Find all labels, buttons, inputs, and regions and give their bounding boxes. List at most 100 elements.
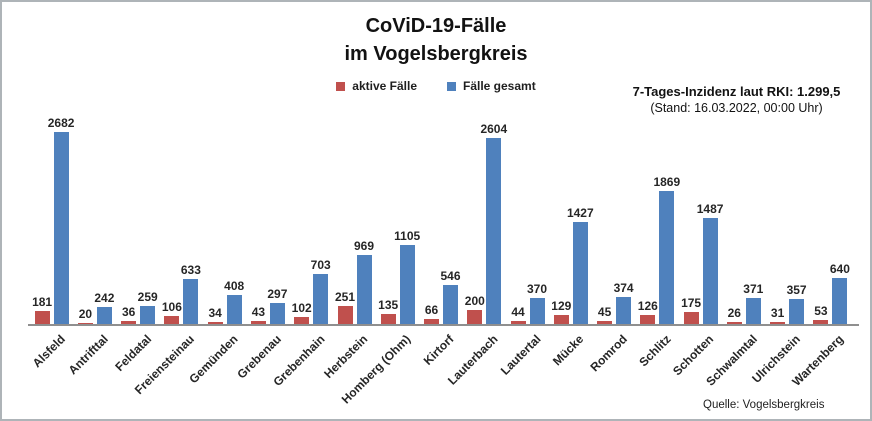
legend-item-faelle-gesamt: Fälle gesamt xyxy=(447,79,536,93)
data-label-fälle-gesamt-mücke: 1427 xyxy=(566,206,594,221)
data-label-fälle-gesamt-antrifttal: 242 xyxy=(94,290,115,305)
incidence-date: (Stand: 16.03.2022, 00:00 Uhr) xyxy=(650,101,823,115)
bar-fälle-gesamt-freiensteinau xyxy=(183,278,199,324)
data-label-fälle-gesamt-romrod: 374 xyxy=(613,281,634,296)
bar-fälle-gesamt-lautertal xyxy=(529,297,545,324)
source-note: Quelle: Vogelsbergkreis xyxy=(703,399,825,411)
bar-aktive-fälle-grebenhain xyxy=(294,316,310,324)
bar-aktive-fälle-lautertal xyxy=(510,320,526,324)
data-label-fälle-gesamt-herbstein: 969 xyxy=(353,238,375,253)
bar-aktive-fälle-wartenberg xyxy=(813,320,829,324)
data-label-aktive-fälle-mücke: 129 xyxy=(551,298,572,313)
data-label-aktive-fälle-schlitz: 126 xyxy=(637,299,658,313)
incidence-value: 7-Tages-Inzidenz laut RKI: 1.299,5 xyxy=(632,84,841,99)
bar-aktive-fälle-homberg-ohm- xyxy=(380,314,396,324)
bar-fälle-gesamt-lauterbach xyxy=(486,138,502,324)
x-axis-label-antrifttal: Antrifttal xyxy=(65,332,111,378)
bar-aktive-fälle-freiensteinau xyxy=(164,316,180,324)
data-label-aktive-fälle-freiensteinau: 106 xyxy=(161,300,182,315)
bar-aktive-fälle-alsfeld xyxy=(34,311,50,324)
bar-fälle-gesamt-alsfeld xyxy=(53,132,69,324)
bar-fälle-gesamt-feldatal xyxy=(140,305,156,324)
x-axis-label-romrod: Romrod xyxy=(587,332,631,375)
bar-fälle-gesamt-grebenau xyxy=(269,302,285,324)
bar-aktive-fälle-feldatal xyxy=(121,321,137,324)
data-label-aktive-fälle-feldatal: 36 xyxy=(122,305,136,320)
data-label-aktive-fälle-schotten: 175 xyxy=(681,295,702,310)
data-label-fälle-gesamt-lauterbach: 2604 xyxy=(480,122,508,136)
bar-aktive-fälle-kirtorf xyxy=(424,319,439,324)
data-label-aktive-fälle-antrifttal: 20 xyxy=(78,306,93,321)
data-label-aktive-fälle-schwalmtal: 26 xyxy=(727,306,741,321)
bar-fälle-gesamt-antrifttal xyxy=(96,306,112,324)
data-label-aktive-fälle-gemünden: 34 xyxy=(208,305,222,320)
data-label-aktive-fälle-ulrichstein: 31 xyxy=(770,305,785,320)
chart-title-line2: im Vogelsbergkreis xyxy=(344,43,528,65)
bar-aktive-fälle-romrod xyxy=(597,320,613,324)
data-label-fälle-gesamt-feldatal: 259 xyxy=(137,289,158,304)
bar-aktive-fälle-ulrichstein xyxy=(770,321,786,324)
data-label-fälle-gesamt-schwalmtal: 371 xyxy=(743,281,764,296)
bar-aktive-fälle-schlitz xyxy=(640,315,656,324)
x-axis-label-lautertal: Lautertal xyxy=(497,332,544,378)
bar-fälle-gesamt-wartenberg xyxy=(832,278,848,324)
data-label-aktive-fälle-romrod: 45 xyxy=(597,304,612,319)
legend-label-faelle-gesamt: Fälle gesamt xyxy=(463,79,536,93)
bar-fälle-gesamt-romrod xyxy=(616,297,632,324)
data-label-aktive-fälle-wartenberg: 53 xyxy=(814,304,828,319)
bar-fälle-gesamt-kirtorf xyxy=(443,285,458,324)
bar-fälle-gesamt-herbstein xyxy=(356,254,372,324)
bar-fälle-gesamt-schwalmtal xyxy=(745,297,761,324)
bar-fälle-gesamt-schotten xyxy=(702,217,718,324)
legend-swatch-aktive-faelle-icon xyxy=(336,81,346,91)
bar-aktive-fälle-lauterbach xyxy=(467,309,483,324)
data-label-aktive-fälle-alsfeld: 181 xyxy=(32,295,53,310)
bar-fälle-gesamt-mücke xyxy=(572,222,588,324)
x-axis-label-mücke: Mücke xyxy=(550,332,587,369)
bar-fälle-gesamt-grebenhain xyxy=(313,273,329,324)
incidence-annotation: 7-Tages-Inzidenz laut RKI: 1.299,5 (Stan… xyxy=(629,84,844,116)
bar-fälle-gesamt-homberg-ohm- xyxy=(399,245,415,324)
x-axis-label-feldatal: Feldatal xyxy=(112,332,155,374)
x-axis-label-kirtorf: Kirtorf xyxy=(421,332,457,368)
bar-fälle-gesamt-ulrichstein xyxy=(789,298,805,324)
data-label-aktive-fälle-kirtorf: 66 xyxy=(424,303,439,318)
data-label-fälle-gesamt-lautertal: 370 xyxy=(526,281,548,296)
data-label-fälle-gesamt-kirtorf: 546 xyxy=(440,269,461,283)
data-label-fälle-gesamt-grebenau: 297 xyxy=(267,286,288,301)
bar-aktive-fälle-herbstein xyxy=(337,306,353,324)
legend-swatch-faelle-gesamt-icon xyxy=(447,81,456,91)
data-label-aktive-fälle-homberg-ohm-: 135 xyxy=(378,298,399,313)
data-label-fälle-gesamt-schotten: 1487 xyxy=(696,201,724,216)
data-label-aktive-fälle-lautertal: 44 xyxy=(511,304,525,319)
bar-aktive-fälle-mücke xyxy=(553,314,569,324)
bar-aktive-fälle-schwalmtal xyxy=(726,322,742,324)
bar-aktive-fälle-gemünden xyxy=(207,321,223,324)
bar-aktive-fälle-grebenau xyxy=(250,320,266,324)
data-label-fälle-gesamt-grebenhain: 703 xyxy=(310,257,331,272)
chart-legend: aktive Fälle Fälle gesamt xyxy=(2,79,870,93)
legend-item-aktive-faelle: aktive Fälle xyxy=(336,79,417,93)
chart-title-line1: CoViD-19-Fälle xyxy=(365,15,507,37)
chart-title: CoViD-19-Fälle im Vogelsbergkreis xyxy=(2,12,870,68)
legend-label-aktive-faelle: aktive Fälle xyxy=(352,79,417,93)
data-label-aktive-fälle-grebenau: 43 xyxy=(251,304,266,319)
data-label-aktive-fälle-lauterbach: 200 xyxy=(464,293,485,308)
x-axis-line xyxy=(28,324,859,326)
data-label-fälle-gesamt-alsfeld: 2682 xyxy=(47,116,75,131)
data-label-fälle-gesamt-homberg-ohm-: 1105 xyxy=(394,229,421,244)
data-label-fälle-gesamt-ulrichstein: 357 xyxy=(786,282,807,297)
data-label-fälle-gesamt-schlitz: 1869 xyxy=(653,174,681,189)
data-label-fälle-gesamt-freiensteinau: 633 xyxy=(180,262,201,277)
data-label-fälle-gesamt-wartenberg: 640 xyxy=(829,262,850,277)
data-label-aktive-fälle-herbstein: 251 xyxy=(334,290,356,305)
bar-fälle-gesamt-gemünden xyxy=(226,294,242,324)
bar-aktive-fälle-schotten xyxy=(683,311,699,324)
x-axis-label-schlitz: Schlitz xyxy=(635,332,674,370)
data-label-aktive-fälle-grebenhain: 102 xyxy=(291,300,312,315)
bar-fälle-gesamt-schlitz xyxy=(659,190,675,324)
x-axis-label-alsfeld: Alsfeld xyxy=(29,332,68,371)
data-label-fälle-gesamt-gemünden: 408 xyxy=(224,278,245,293)
